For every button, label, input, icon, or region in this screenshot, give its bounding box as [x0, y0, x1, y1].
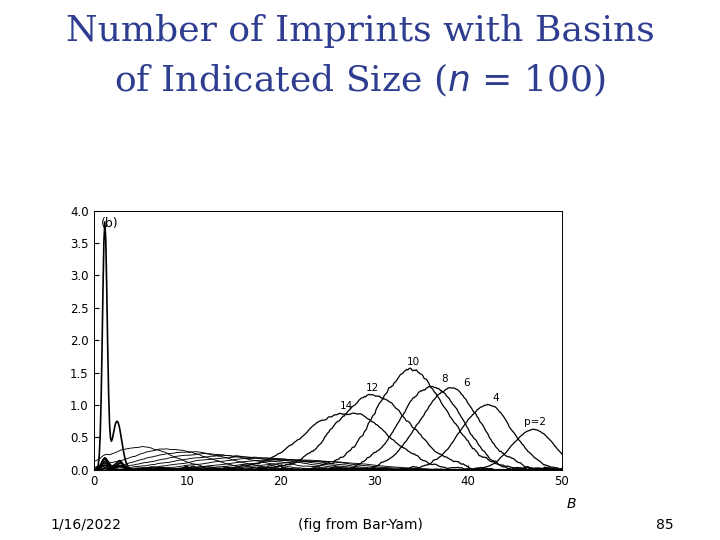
Text: p=2: p=2	[524, 417, 546, 427]
Text: 14: 14	[340, 401, 353, 411]
Text: 4: 4	[492, 393, 500, 403]
Text: B: B	[566, 497, 576, 511]
Text: (fig from Bar-Yam): (fig from Bar-Yam)	[297, 518, 423, 532]
Text: 10: 10	[407, 357, 420, 367]
Text: 85: 85	[656, 518, 673, 532]
Text: of Indicated Size ($n$ = 100): of Indicated Size ($n$ = 100)	[114, 62, 606, 99]
Text: 1/16/2022: 1/16/2022	[50, 518, 121, 532]
Text: 6: 6	[463, 377, 469, 388]
Text: 8: 8	[441, 374, 448, 383]
Text: Number of Imprints with Basins: Number of Imprints with Basins	[66, 14, 654, 48]
Text: (b): (b)	[101, 217, 118, 230]
Text: 12: 12	[366, 383, 379, 393]
